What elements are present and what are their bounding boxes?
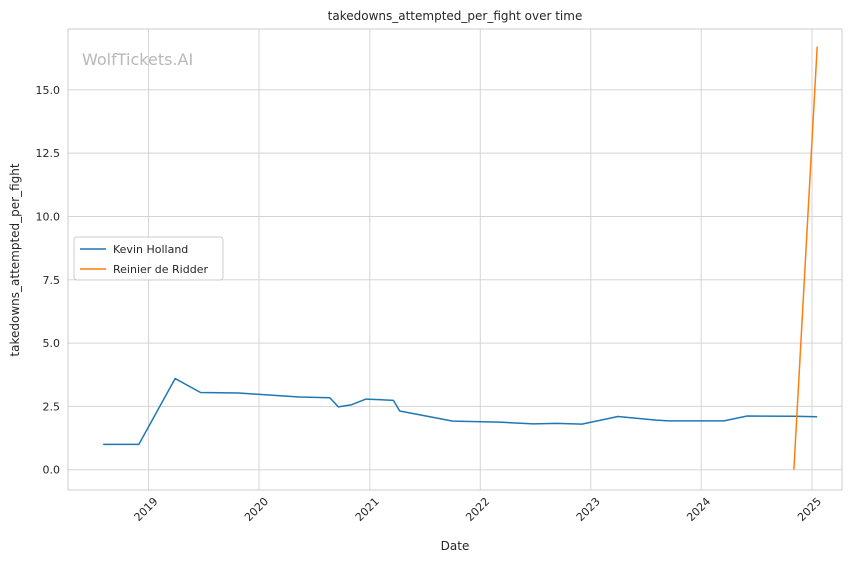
x-tick-label: 2022: [463, 495, 492, 524]
legend-label: Reinier de Ridder: [113, 263, 208, 276]
x-tick-label: 2019: [132, 495, 161, 524]
x-tick-label: 2020: [242, 495, 271, 524]
plot-area: [67, 28, 843, 491]
chart-title: takedowns_attempted_per_fight over time: [328, 9, 583, 23]
legend: Kevin Holland Reinier de Ridder: [73, 236, 224, 281]
x-tick-label: 2023: [574, 495, 603, 524]
grid: [68, 29, 842, 490]
series-line-1: [793, 46, 818, 470]
x-tick-label: 2025: [795, 495, 824, 524]
y-tick-label: 12.5: [36, 147, 61, 160]
x-tick-label: 2021: [353, 495, 382, 524]
series-line-0: [103, 377, 818, 446]
x-tick-label: 2024: [684, 495, 713, 524]
y-tick-label: 0.0: [43, 464, 61, 477]
x-axis-ticks: 2019 2020 2021 2022 2023 2024 2025: [132, 495, 825, 524]
legend-label: Kevin Holland: [113, 243, 188, 256]
y-axis-label: takedowns_attempted_per_fight: [8, 163, 22, 356]
y-tick-label: 2.5: [43, 400, 61, 413]
y-tick-label: 7.5: [43, 274, 61, 287]
y-tick-label: 10.0: [36, 210, 61, 223]
legend-box: [73, 236, 224, 281]
y-tick-label: 5.0: [43, 337, 61, 350]
y-axis-ticks: 0.0 2.5 5.0 7.5 10.0 12.5 15.0: [36, 84, 61, 477]
y-tick-label: 15.0: [36, 84, 61, 97]
x-axis-label: Date: [441, 539, 470, 553]
watermark: WolfTickets.AI: [82, 50, 193, 69]
series-lines: [103, 46, 818, 470]
